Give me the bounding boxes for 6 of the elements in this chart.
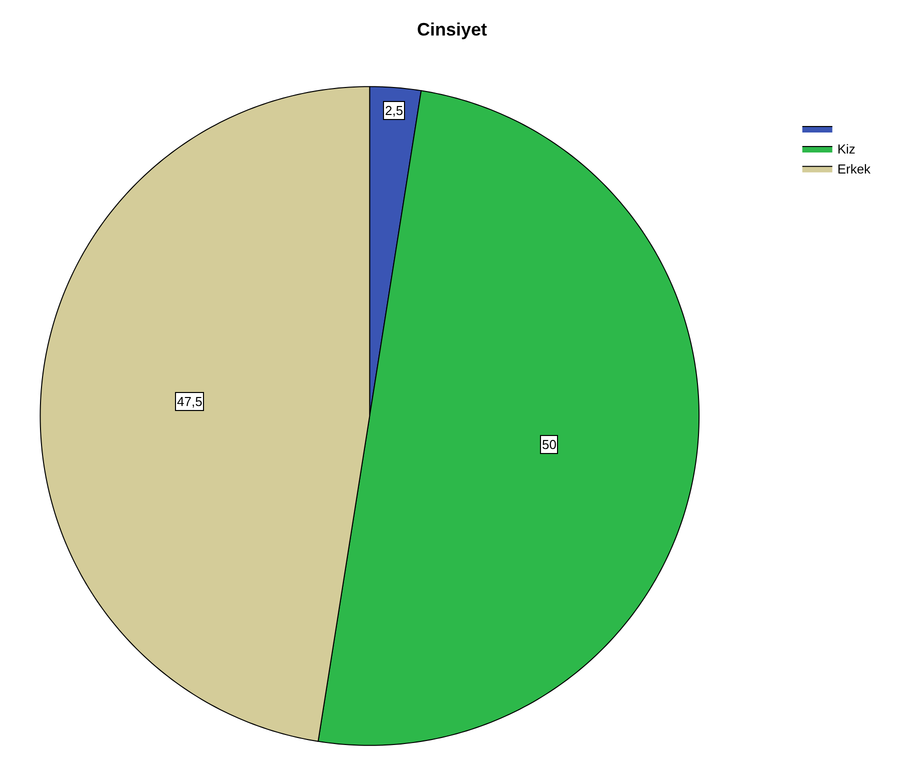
data-label: 47,5 [177,394,202,409]
data-label: 2,5 [385,103,404,118]
data-label: 50 [542,437,556,452]
chart-title: Cinsiyet [416,19,488,40]
legend-label: Kiz [837,142,856,157]
legend-label: Erkek [837,161,872,176]
